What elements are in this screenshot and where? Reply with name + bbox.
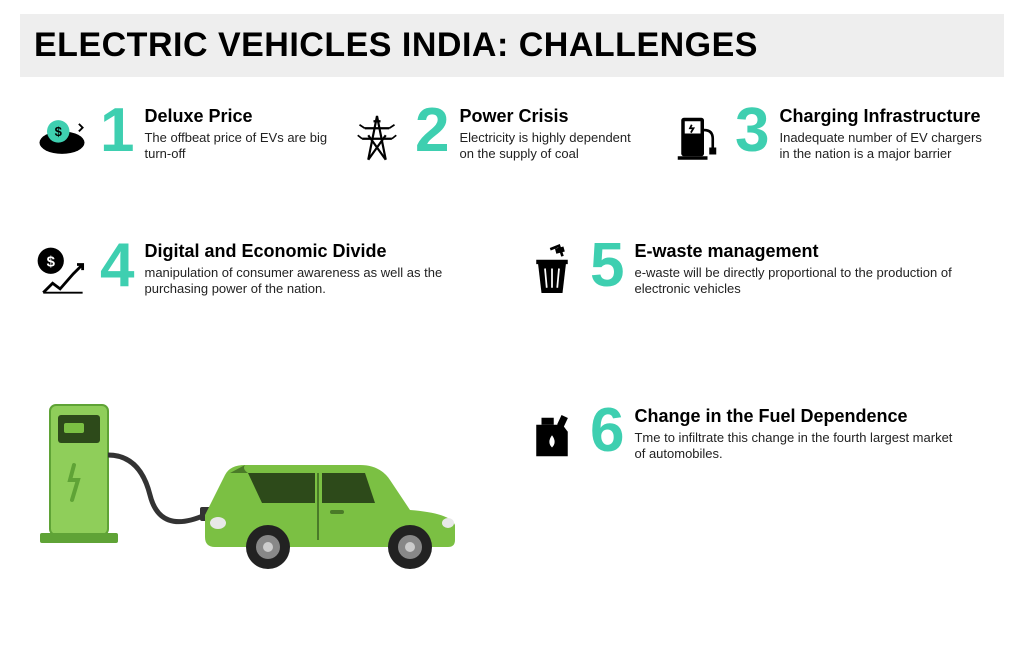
item-number: 1 <box>100 105 134 158</box>
item-title: E-waste management <box>634 242 960 262</box>
item-number: 2 <box>415 105 449 158</box>
trash-bin-icon <box>520 240 584 304</box>
item-number: 4 <box>100 240 134 293</box>
power-tower-icon <box>345 105 409 169</box>
item-desc: The offbeat price of EVs are big turn-of… <box>144 130 330 163</box>
challenge-item-4: $ 4 Digital and Economic Divide manipula… <box>30 240 470 304</box>
challenge-item-3: 3 Charging Infrastructure Inadequate num… <box>665 105 995 169</box>
page-title: ELECTRIC VEHICLES INDIA: CHALLENGES <box>34 26 990 65</box>
item-title: Charging Infrastructure <box>779 107 995 127</box>
item-number: 6 <box>590 405 624 458</box>
dollar-growth-icon: $ <box>30 240 94 304</box>
svg-text:$: $ <box>55 124 63 139</box>
item-desc: Tme to infiltrate this change in the fou… <box>634 430 960 463</box>
item-desc: manipulation of consumer awareness as we… <box>144 265 470 298</box>
charging-station-icon <box>665 105 729 169</box>
item-number: 5 <box>590 240 624 293</box>
challenge-item-6: 6 Change in the Fuel Dependence Tme to i… <box>520 405 960 469</box>
item-title: Deluxe Price <box>144 107 330 127</box>
item-desc: Inadequate number of EV chargers in the … <box>779 130 995 163</box>
challenge-item-5: 5 E-waste management e-waste will be dir… <box>520 240 960 304</box>
svg-text:$: $ <box>47 253 56 270</box>
item-title: Power Crisis <box>459 107 645 127</box>
item-title: Digital and Economic Divide <box>144 242 470 262</box>
title-bar: ELECTRIC VEHICLES INDIA: CHALLENGES <box>20 14 1004 77</box>
challenge-item-1: $ 1 Deluxe Price The offbeat price of EV… <box>30 105 330 169</box>
item-desc: Electricity is highly dependent on the s… <box>459 130 645 163</box>
fuel-can-icon <box>520 405 584 469</box>
item-title: Change in the Fuel Dependence <box>634 407 960 427</box>
challenge-item-2: 2 Power Crisis Electricity is highly dep… <box>345 105 645 169</box>
item-desc: e-waste will be directly proportional to… <box>634 265 960 298</box>
ev-charging-illustration <box>30 365 490 575</box>
car-dollar-icon: $ <box>30 105 94 169</box>
item-number: 3 <box>735 105 769 158</box>
